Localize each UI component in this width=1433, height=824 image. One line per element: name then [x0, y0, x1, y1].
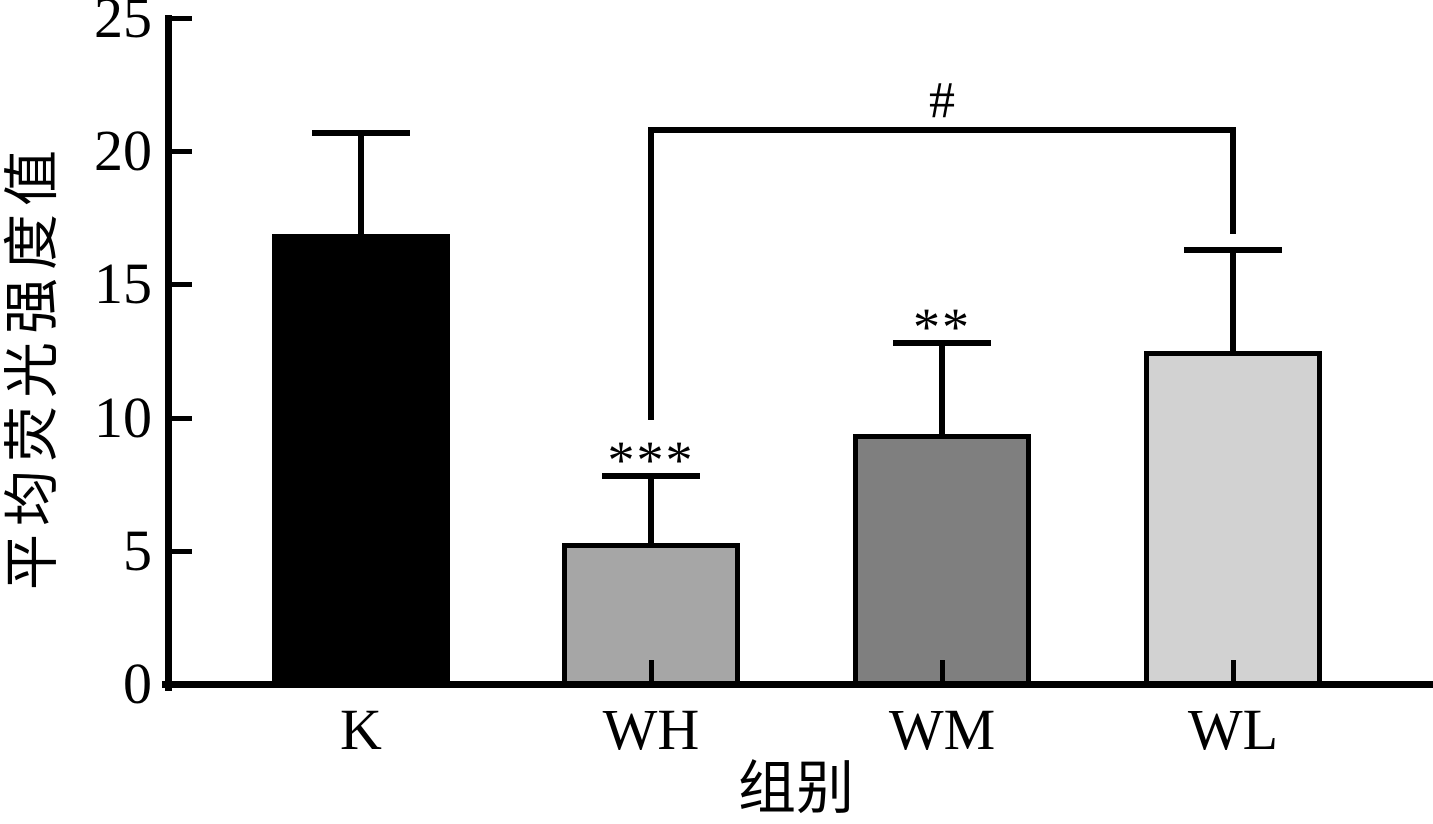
error-bar-cap-WL — [1184, 247, 1282, 253]
y-tick — [172, 16, 192, 21]
y-tick-label: 0 — [123, 651, 152, 716]
y-tick — [172, 416, 192, 421]
x-tick-WL — [1231, 660, 1236, 682]
x-tick-WM — [940, 660, 945, 682]
error-bar-line-WL — [1230, 250, 1236, 351]
y-tick — [172, 282, 192, 287]
error-bar-cap-WM — [893, 340, 991, 346]
x-axis-line — [162, 681, 1433, 688]
comparison-bracket-right-leg — [1230, 127, 1236, 234]
category-label-WM: WM — [888, 697, 996, 762]
bar-K — [272, 234, 450, 686]
error-bar-line-WH — [648, 476, 654, 543]
bar-WL — [1144, 351, 1322, 686]
significance-stars-WH: *** — [607, 430, 695, 490]
y-tick-label: 15 — [94, 251, 152, 316]
error-bar-cap-K — [312, 130, 410, 136]
bar-WM — [853, 434, 1031, 686]
x-axis-title: 组别 — [737, 756, 855, 821]
error-bar-line-WM — [939, 343, 945, 434]
y-tick — [172, 549, 192, 554]
x-tick-WH — [649, 660, 654, 682]
error-bar-cap-WH — [602, 473, 700, 479]
y-axis-line — [165, 15, 172, 691]
comparison-bracket-left-leg — [648, 127, 654, 420]
y-tick-label: 25 — [94, 0, 152, 50]
y-tick-label: 10 — [94, 385, 152, 450]
category-label-WL: WL — [1187, 697, 1279, 762]
y-tick-label: 20 — [94, 118, 152, 183]
y-tick-label: 5 — [123, 518, 152, 583]
comparison-bracket-top — [648, 127, 1236, 133]
x-tick-K — [359, 660, 364, 682]
significance-stars-WM: ** — [913, 297, 971, 357]
bracket-label: # — [929, 72, 955, 129]
category-label-K: K — [340, 697, 382, 762]
error-bar-line-K — [358, 133, 364, 234]
category-label-WH: WH — [602, 697, 700, 762]
y-tick — [172, 149, 192, 154]
